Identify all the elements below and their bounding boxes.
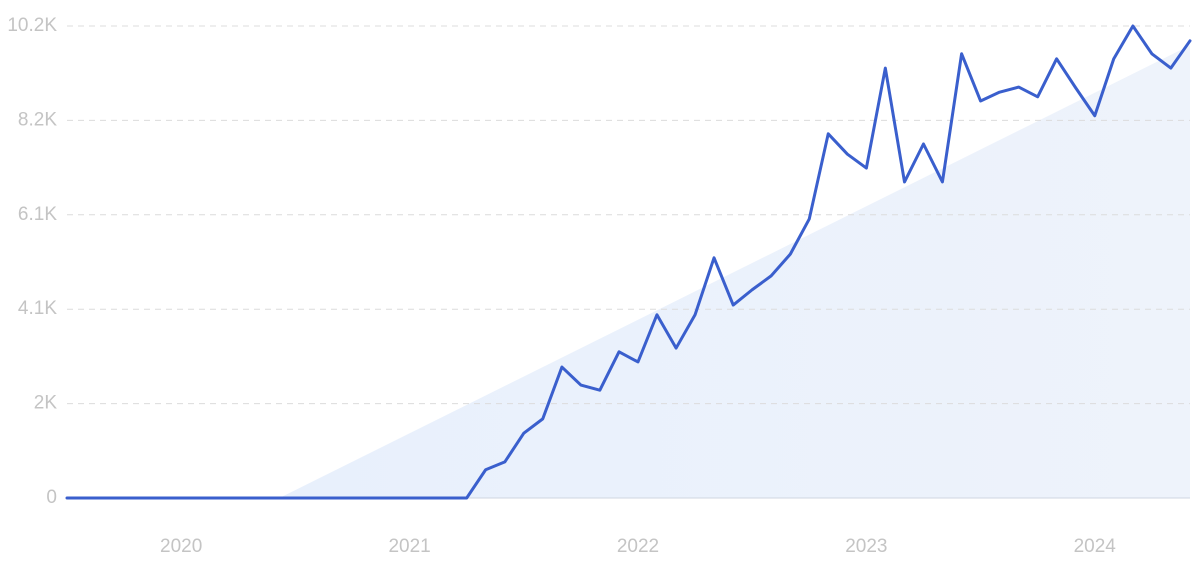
x-tick-label: 2024 <box>1074 536 1117 557</box>
y-tick-label: 10.2K <box>7 15 57 36</box>
line <box>65 24 1192 500</box>
trend-area <box>279 45 1190 498</box>
x-tick-label: 2021 <box>388 536 430 557</box>
y-tick-label: 6.1K <box>18 204 57 225</box>
y-tick-label: 8.2K <box>18 109 57 130</box>
y-tick-label: 2K <box>34 393 58 414</box>
y-tick-label: 0 <box>46 487 57 508</box>
x-tick-label: 2022 <box>617 536 659 557</box>
x-tick-label: 2020 <box>160 536 202 557</box>
y-tick-label: 4.1K <box>18 298 57 319</box>
x-tick-label: 2023 <box>845 536 887 557</box>
